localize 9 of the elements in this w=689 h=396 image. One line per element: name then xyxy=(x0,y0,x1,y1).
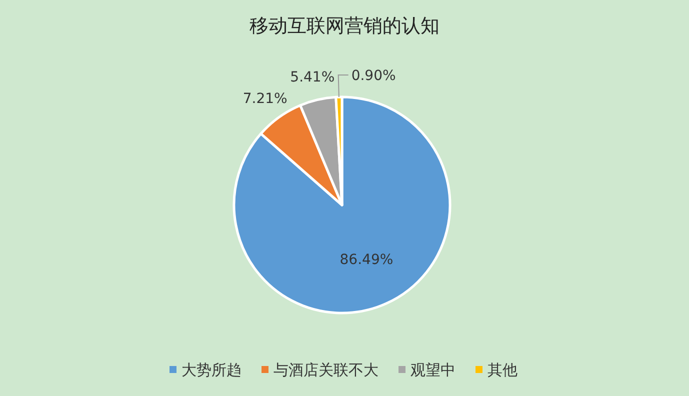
data-label: 86.49% xyxy=(340,252,394,268)
legend-label: 大势所趋 xyxy=(182,361,242,379)
data-label: 7.21% xyxy=(242,90,288,107)
chart-title: 移动互联网营销的认知 xyxy=(250,15,440,37)
legend-label: 观望中 xyxy=(410,361,456,379)
legend-label: 与酒店关联不大 xyxy=(274,361,378,379)
data-label: 0.90% xyxy=(351,68,396,84)
data-label: 5.41% xyxy=(290,70,335,86)
legend-label: 其他 xyxy=(488,361,518,379)
